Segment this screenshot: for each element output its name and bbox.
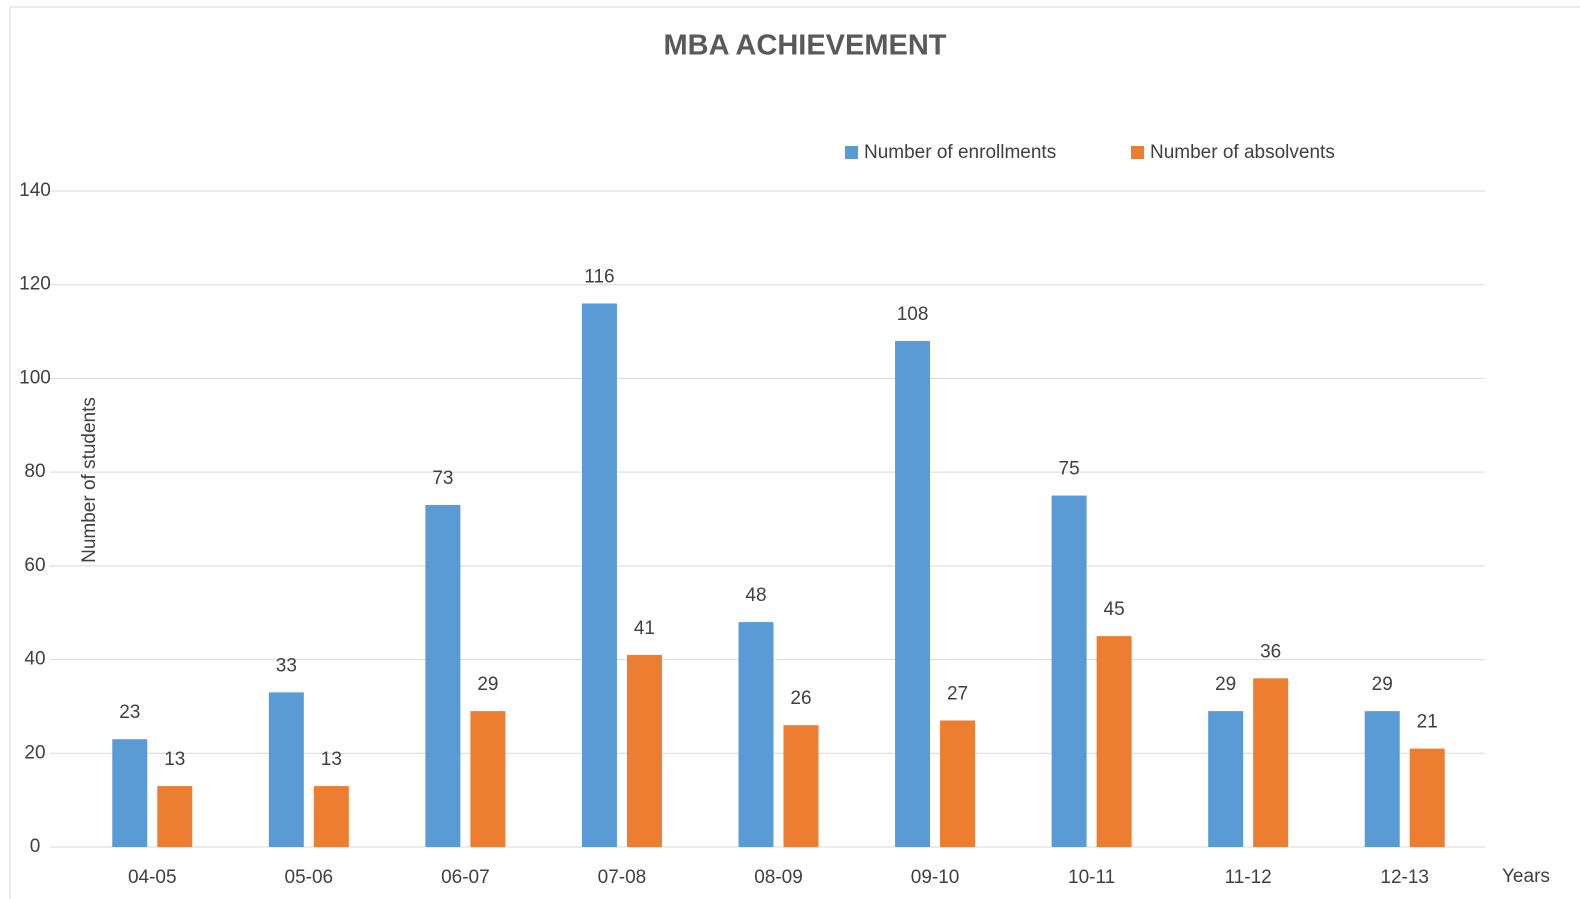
y-tick-label: 20	[24, 742, 45, 763]
legend-swatch	[1131, 146, 1144, 159]
bar	[470, 711, 506, 847]
data-label: 108	[897, 304, 929, 325]
data-label: 41	[634, 618, 655, 639]
data-label: 27	[947, 684, 968, 705]
y-tick-label: 100	[19, 367, 51, 388]
x-tick-label: 08-09	[754, 867, 803, 888]
bar	[783, 725, 819, 847]
data-label: 29	[1215, 674, 1236, 695]
x-tick-label: 10-11	[1068, 867, 1115, 888]
bar	[1051, 495, 1087, 847]
bar	[895, 340, 931, 847]
legend-label: Number of enrollments	[864, 142, 1056, 163]
chart-title: MBA ACHIEVEMENT	[663, 30, 946, 62]
bar	[1096, 636, 1132, 847]
data-label: 26	[790, 688, 811, 709]
y-tick-label: 0	[30, 836, 41, 857]
bar	[1253, 678, 1289, 847]
y-axis-label: Number of students	[79, 397, 100, 563]
y-tick-label: 140	[19, 180, 51, 201]
y-tick-label: 120	[19, 274, 51, 295]
y-tick-label: 80	[24, 461, 45, 482]
y-tick-label: 40	[24, 649, 45, 670]
bar	[738, 622, 774, 847]
chart-frame	[9, 6, 1580, 899]
data-label: 13	[164, 749, 185, 770]
bar	[626, 654, 662, 847]
x-tick-label: 09-10	[911, 867, 960, 888]
bar	[313, 786, 349, 847]
y-tick-label: 60	[24, 555, 45, 576]
data-label: 33	[276, 655, 297, 676]
data-label: 73	[432, 468, 453, 489]
x-tick-label: 07-08	[598, 867, 647, 888]
data-label: 29	[1372, 674, 1393, 695]
x-tick-label: 05-06	[285, 867, 334, 888]
x-tick-label: 04-05	[128, 867, 177, 888]
data-label: 75	[1059, 459, 1080, 480]
legend-swatch	[845, 146, 858, 159]
bar	[268, 692, 304, 847]
x-tick-label: 06-07	[441, 867, 490, 888]
bar	[425, 504, 461, 847]
x-axis-label: Years	[1502, 866, 1550, 887]
bar	[1208, 711, 1244, 847]
bar	[940, 720, 976, 847]
data-label: 36	[1260, 641, 1281, 662]
data-label: 116	[584, 266, 614, 287]
data-label: 13	[321, 749, 342, 770]
x-tick-label: 11-12	[1225, 867, 1272, 888]
data-label: 45	[1104, 599, 1125, 620]
data-label: 21	[1417, 712, 1438, 733]
bar	[1364, 711, 1400, 847]
data-label: 48	[745, 585, 766, 606]
bar	[157, 786, 193, 847]
bar	[1409, 748, 1445, 847]
bar	[112, 739, 148, 847]
legend-label: Number of absolvents	[1150, 142, 1335, 163]
bar	[581, 303, 617, 847]
data-label: 29	[477, 674, 498, 695]
data-label: 23	[119, 702, 140, 723]
x-tick-label: 12-13	[1380, 867, 1429, 888]
